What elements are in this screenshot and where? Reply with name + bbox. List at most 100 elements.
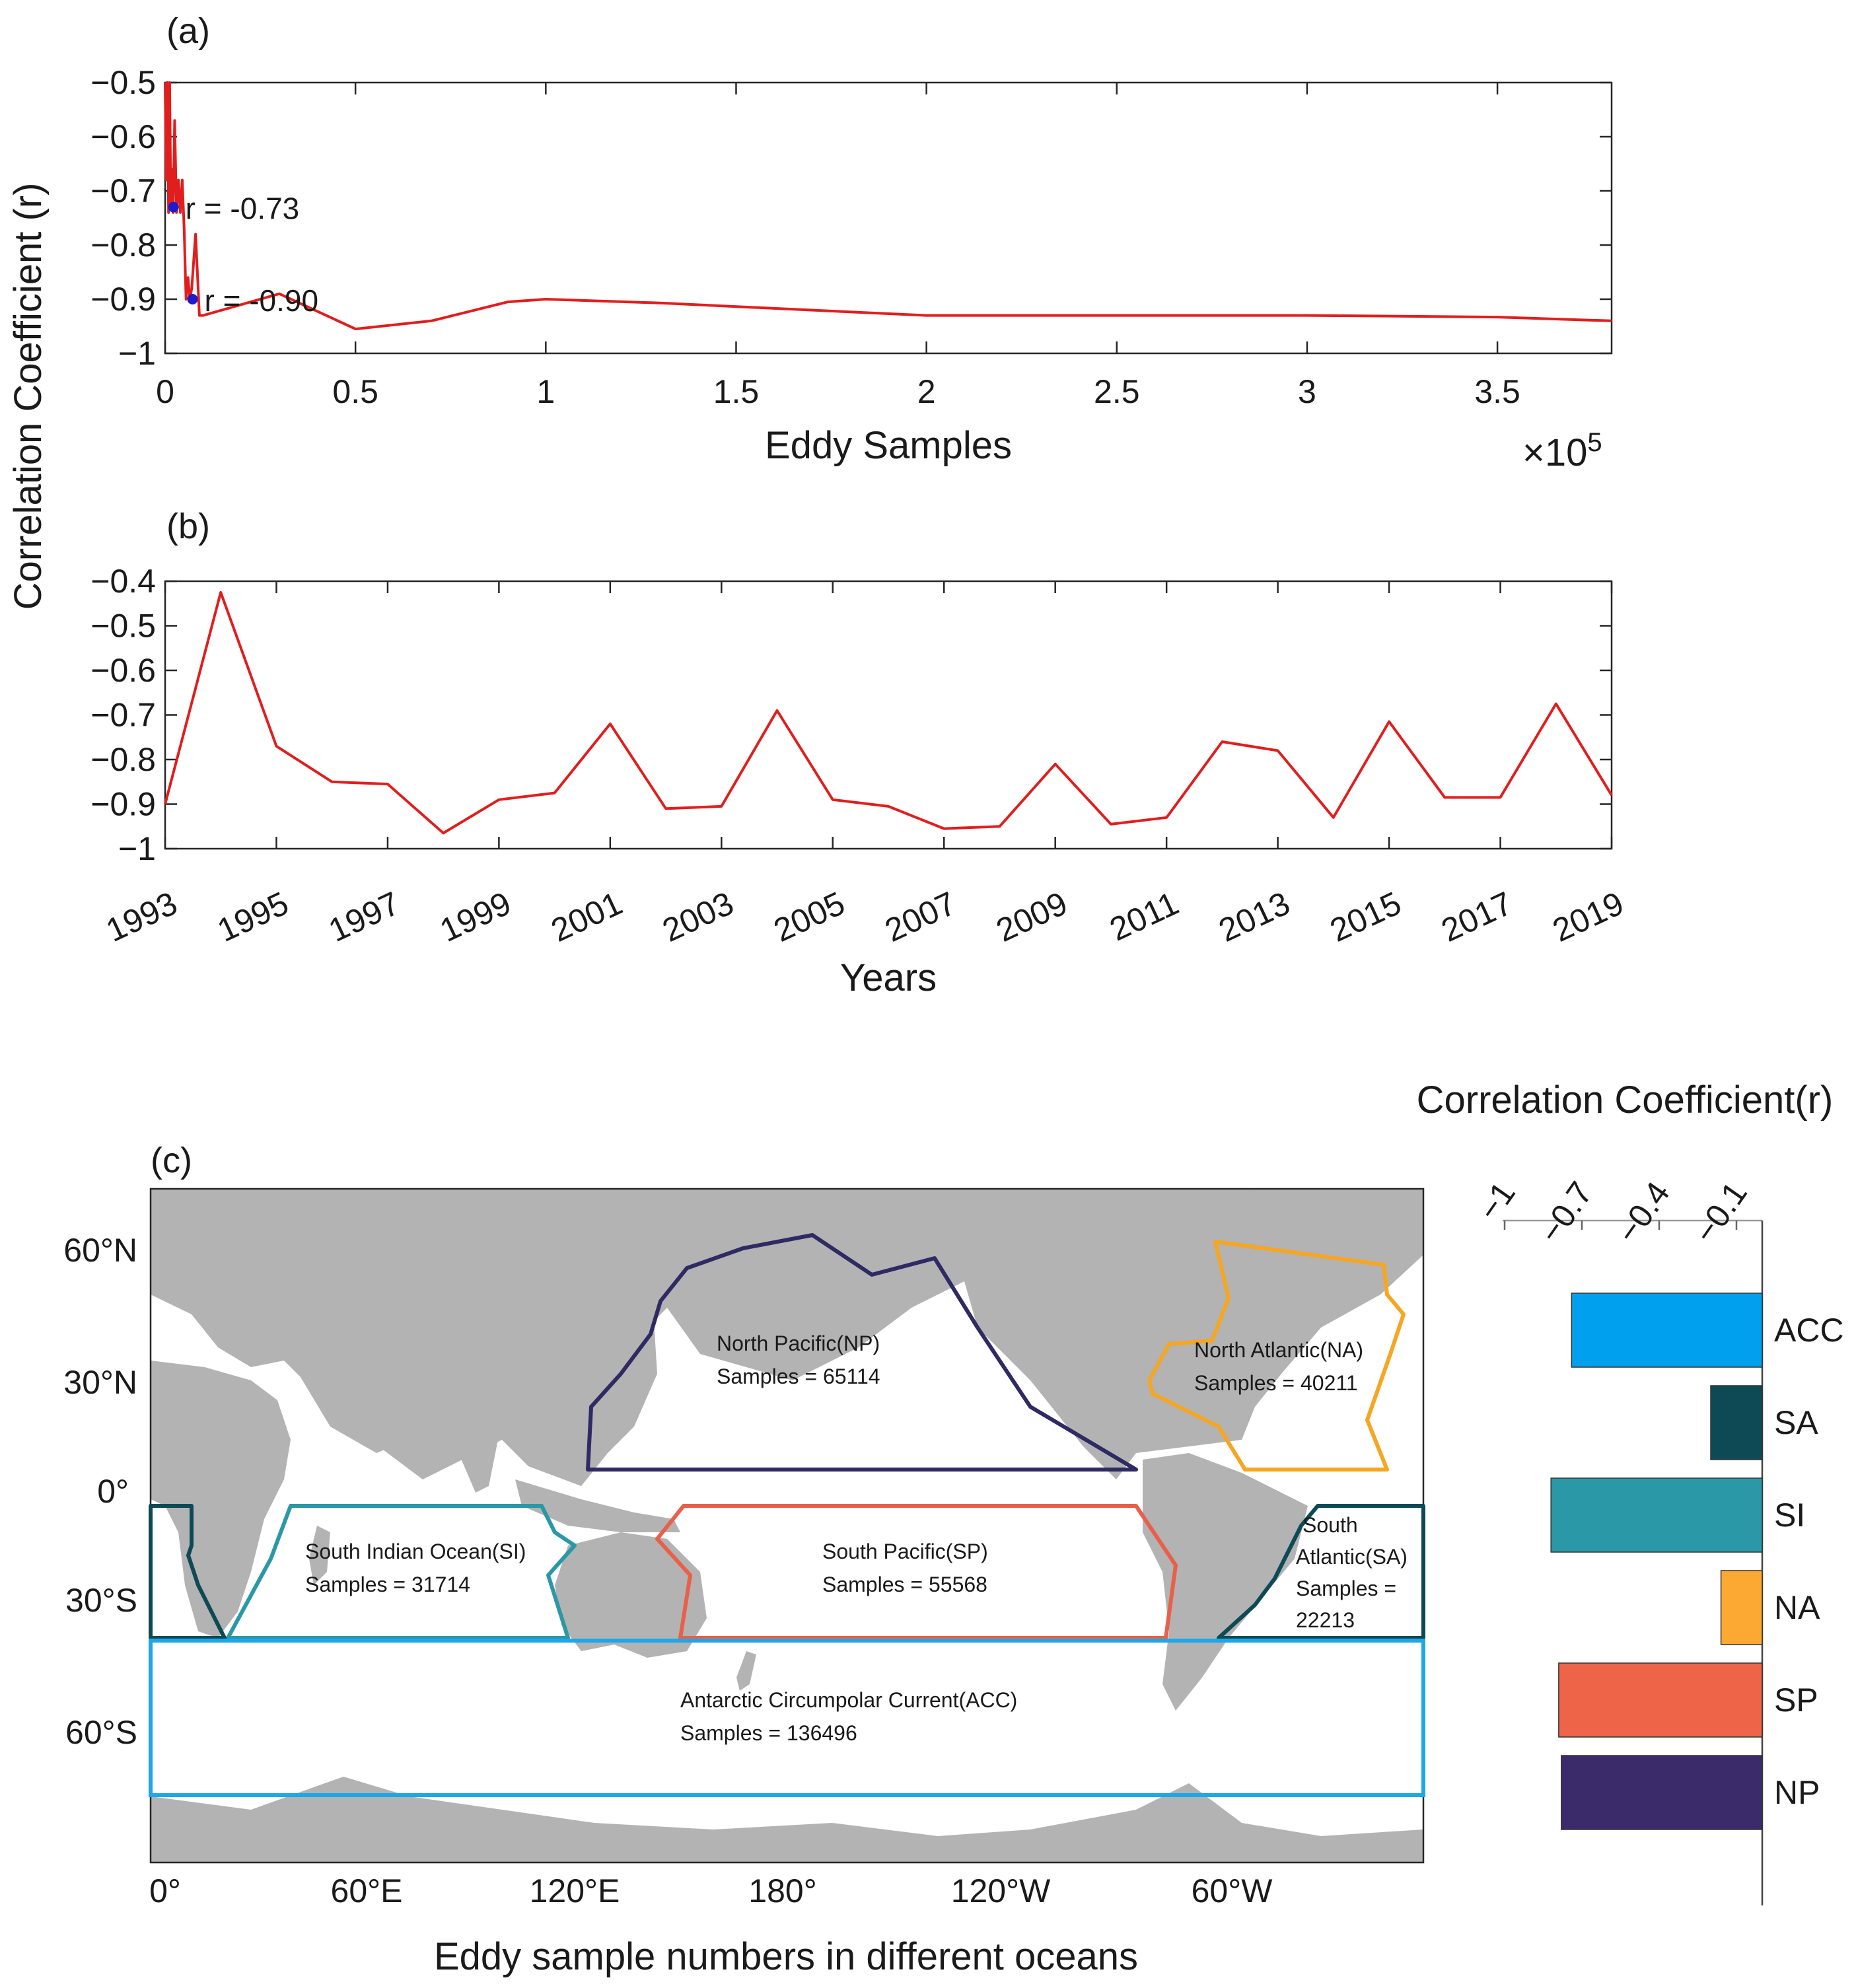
bar-np: [1561, 1755, 1763, 1830]
region-np-outline: [586, 1233, 1138, 1472]
region-acc-outline: [149, 1639, 1425, 1797]
region-sa-outline-east: [149, 1504, 227, 1640]
region-na[interactable]: North Atlantic(NA) Samples = 40211: [1147, 1240, 1406, 1472]
bar-label-na: NA: [1774, 1589, 1820, 1626]
land-australia: [555, 1532, 707, 1658]
region-si-outline: [226, 1504, 577, 1640]
panel-b-ytick-label: −0.4: [90, 563, 156, 600]
bar-label-sp: SP: [1774, 1682, 1818, 1719]
land-masses: [151, 1189, 1423, 1863]
region-si-samples: Samples = 31714: [305, 1573, 470, 1596]
panel-a-marker-label: r = -0.73: [186, 192, 300, 226]
lon-label-60e: 60°E: [331, 1872, 403, 1909]
panel-a-xtick-label: 0: [156, 373, 174, 410]
region-sa-name-line1: South: [1303, 1513, 1358, 1537]
panel-b-xtick-label: 2015: [1324, 884, 1406, 949]
panel-b-xtick-label: 2003: [657, 884, 738, 949]
lat-label-60s: 60°S: [65, 1714, 137, 1751]
lon-label-60w: 60°W: [1192, 1872, 1273, 1909]
panel-b-ytick-label: −1: [118, 830, 156, 867]
panel-a-ytick-label: −1: [118, 335, 156, 372]
panel-b-xtick-label: 1997: [323, 884, 405, 949]
panel-a-marker-point: [168, 201, 179, 213]
panel-a-xtick-label: 3.5: [1474, 373, 1520, 410]
region-sa[interactable]: South Atlantic(SA) Samples = 22213: [149, 1504, 1425, 1640]
bar-sa: [1710, 1385, 1763, 1460]
region-np-samples: Samples = 65114: [717, 1365, 880, 1388]
y-axis-label: Correlation Coefficient (r): [7, 183, 50, 610]
lat-label-60n: 60°N: [63, 1232, 137, 1269]
panel-b-ytick-label: −0.8: [90, 741, 156, 778]
bar-label-si: SI: [1774, 1497, 1805, 1534]
bar-label-sa: SA: [1774, 1404, 1818, 1441]
panel-a-ytick-label: −0.7: [90, 172, 156, 209]
region-np-name: North Pacific(NP): [717, 1331, 880, 1355]
region-na-name: North Atlantic(NA): [1194, 1338, 1363, 1362]
world-map: [149, 1188, 1425, 1864]
panel-b-xtick-label: 2019: [1547, 884, 1629, 949]
region-acc-name: Antarctic Circumpolar Current(ACC): [680, 1688, 1017, 1712]
panel-b-xtick-label: 1999: [435, 884, 517, 949]
land-south-asia: [291, 1361, 502, 1493]
panel-a-marker-label: r = -0.90: [204, 283, 318, 318]
panel-a-y-ticks: −0.5 −0.6 −0.7 −0.8 −0.9 −1: [90, 64, 1612, 372]
lat-label-0: 0°: [97, 1473, 129, 1510]
panel-a-xtick-label: 2: [917, 373, 936, 410]
region-sp-samples: Samples = 55568: [822, 1573, 987, 1596]
panel-a-ytick-label: −0.5: [90, 64, 156, 101]
panel-a-ytick-label: −0.9: [90, 281, 156, 318]
panel-a-ytick-label: −0.8: [90, 227, 156, 264]
land-greenland: [1255, 1189, 1334, 1255]
bar-label-np: NP: [1774, 1774, 1820, 1811]
panel-a-xlabel: Eddy Samples: [765, 424, 1012, 467]
bar-xtick-label: −1: [1470, 1175, 1522, 1227]
lon-label-120w: 120°W: [951, 1872, 1051, 1909]
panel-b-xtick-label: 2017: [1436, 884, 1518, 949]
bar-x-ticks: −1 −0.7 −0.4 −0.1: [1470, 1175, 1754, 1250]
region-np[interactable]: North Pacific(NP) Samples = 65114: [586, 1233, 1138, 1472]
panel-a-x-ticks: 0 0.5 1 1.5 2 2.5 3 3.5: [156, 83, 1520, 410]
region-sa-outline-west: [1217, 1504, 1425, 1640]
lon-label-120e: 120°E: [530, 1872, 620, 1909]
land-madagascar: [309, 1526, 330, 1585]
region-acc[interactable]: Antarctic Circumpolar Current(ACC) Sampl…: [149, 1639, 1425, 1797]
panel-c-label: (c): [151, 1141, 192, 1180]
bar-series: ACC SA SI NA SP NP: [1550, 1293, 1844, 1830]
map-lat-labels: 60°N 30°N 0° 30°S 60°S: [63, 1232, 137, 1751]
panel-a-marker-point: [187, 294, 198, 304]
bar-na: [1720, 1570, 1763, 1645]
panel-a-xtick-label: 1.5: [713, 373, 760, 410]
region-na-outline: [1147, 1240, 1406, 1472]
panel-b-xtick-label: 2001: [546, 884, 627, 949]
land-south-america: [1143, 1453, 1308, 1711]
panel-b-ytick-label: −0.7: [90, 697, 156, 734]
panel-a-xtick-label: 0.5: [332, 373, 378, 410]
lon-label-0: 0°: [149, 1872, 181, 1909]
lat-label-30s: 30°S: [65, 1582, 137, 1619]
panel-b-label: (b): [166, 507, 210, 546]
bar-xtick-label: −0.7: [1532, 1175, 1600, 1250]
panel-a-series-line: [164, 81, 1612, 331]
panel-c-caption: Eddy sample numbers in different oceans: [434, 1935, 1138, 1978]
bar-label-acc: ACC: [1774, 1312, 1844, 1349]
panel-b-xtick-label: 2005: [768, 884, 850, 949]
land-africa: [151, 1361, 291, 1638]
panel-b-xlabel: Years: [840, 956, 937, 999]
panel-a-xtick-label: 2.5: [1094, 373, 1140, 410]
region-sp[interactable]: South Pacific(SP) Samples = 55568: [655, 1504, 1178, 1640]
bar-chart-title: Correlation Coefficient(r): [1417, 1079, 1834, 1121]
panel-a-markers: r = -0.73 r = -0.90: [168, 192, 318, 318]
region-sp-name: South Pacific(SP): [822, 1540, 988, 1563]
panel-a-ytick-label: −0.6: [90, 118, 156, 155]
region-si[interactable]: South Indian Ocean(SI) Samples = 31714: [226, 1504, 577, 1640]
land-antarctica: [151, 1777, 1423, 1863]
region-sa-samples-line2: 22213: [1296, 1608, 1355, 1632]
panel-b-xtick-label: 2007: [879, 884, 961, 949]
land-indonesia: [515, 1479, 680, 1532]
panel-b-xtick-label: 2013: [1213, 884, 1295, 949]
bar-xtick-label: −0.4: [1610, 1175, 1677, 1250]
region-na-samples: Samples = 40211: [1194, 1371, 1358, 1395]
bar-xtick-label: −0.1: [1687, 1175, 1754, 1250]
panel-a-frame: [164, 81, 1613, 355]
